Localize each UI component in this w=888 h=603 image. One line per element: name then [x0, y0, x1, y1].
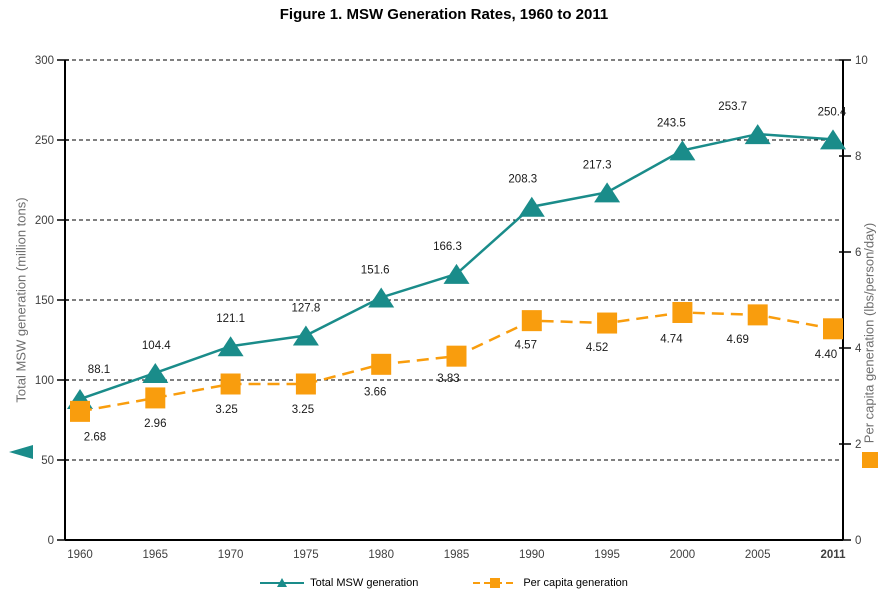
left-axis-tick-label: 150 — [35, 295, 54, 307]
right-axis-tick-label: 8 — [855, 151, 861, 163]
x-axis-tick-label: 1985 — [444, 549, 470, 561]
right-axis-tick-label: 6 — [855, 247, 861, 259]
data-point-marker — [220, 373, 241, 395]
data-point-marker — [371, 353, 392, 375]
total-msw-line-icon — [260, 578, 305, 587]
data-point-label: 217.3 — [583, 159, 612, 171]
data-point-marker — [597, 312, 618, 334]
data-point-marker — [744, 124, 771, 145]
x-axis-tick-label: 1995 — [594, 549, 620, 561]
data-point-label: 151.6 — [361, 264, 390, 276]
left-axis-tick-label: 200 — [35, 215, 54, 227]
data-point-label: 243.5 — [657, 117, 686, 129]
left-axis-tick-label: 250 — [35, 135, 54, 147]
data-point-marker — [521, 310, 542, 332]
right-axis-tick-label: 10 — [855, 55, 868, 67]
data-point-marker — [443, 263, 470, 284]
data-point-label: 2.68 — [84, 431, 106, 443]
right-axis-tick-label: 0 — [855, 535, 861, 547]
left-axis-tick-label: 0 — [48, 535, 54, 547]
data-point-label: 121.1 — [216, 313, 245, 325]
chart-legend: Total MSW generation Per capita generati… — [0, 577, 888, 589]
data-point-label: 208.3 — [508, 174, 537, 186]
data-point-marker — [594, 182, 621, 203]
left-axis-tick-label: 50 — [41, 455, 54, 467]
x-axis-tick-label: 2005 — [745, 549, 771, 561]
left-axis-tick-label: 100 — [35, 375, 54, 387]
right-axis-tick-label: 2 — [855, 439, 861, 451]
data-point-marker — [70, 400, 90, 422]
data-point-marker — [217, 336, 244, 357]
data-point-label: 3.66 — [364, 386, 386, 398]
data-point-label: 4.40 — [815, 349, 837, 361]
x-axis-tick-label: 1960 — [67, 549, 93, 561]
data-point-marker — [669, 140, 696, 161]
legend-label-per-capita: Per capita generation — [523, 577, 628, 589]
data-point-label: 253.7 — [718, 101, 747, 113]
legend-label-total-msw: Total MSW generation — [310, 577, 419, 589]
x-axis-tick-label: 1975 — [293, 549, 319, 561]
data-point-marker — [145, 387, 166, 409]
data-point-marker — [672, 301, 693, 323]
data-point-label: 2.96 — [144, 418, 166, 430]
right-axis-tick-label: 4 — [855, 343, 862, 355]
left-axis-title: Total MSW generation (million tons) — [13, 197, 29, 403]
data-point-label: 4.57 — [515, 340, 537, 352]
data-point-label: 127.8 — [292, 303, 321, 315]
x-axis-tick-label: 1965 — [143, 549, 169, 561]
data-point-label: 250.4 — [818, 106, 847, 118]
data-point-label: 4.69 — [727, 334, 749, 346]
x-axis-tick-label: 2000 — [670, 549, 696, 561]
per-capita-line-icon — [473, 578, 518, 588]
x-axis-tick-label: 2011 — [821, 549, 847, 561]
data-point-label: 166.3 — [433, 241, 462, 253]
right-axis-series-indicator-icon — [862, 452, 878, 468]
data-point-marker — [823, 318, 843, 340]
data-point-label: 88.1 — [88, 364, 110, 376]
data-point-marker — [446, 345, 467, 367]
data-point-marker — [368, 287, 395, 308]
data-point-label: 4.74 — [660, 333, 683, 345]
data-point-label: 4.52 — [586, 342, 608, 354]
legend-item-total-msw: Total MSW generation — [260, 577, 418, 589]
data-point-label: 3.25 — [215, 404, 237, 416]
left-axis-series-indicator-icon — [9, 445, 33, 459]
data-point-marker — [295, 373, 316, 395]
data-point-label: 3.25 — [292, 404, 314, 416]
right-axis-title: Per capita generation (lbs/person/day) — [861, 222, 877, 444]
data-point-marker — [518, 196, 545, 217]
data-point-marker — [292, 325, 319, 346]
legend-item-per-capita: Per capita generation — [473, 577, 628, 589]
x-axis-tick-label: 1980 — [368, 549, 394, 561]
data-point-marker — [747, 304, 768, 326]
data-point-marker — [142, 362, 169, 383]
x-axis-tick-label: 1990 — [519, 549, 545, 561]
data-point-label: 104.4 — [142, 340, 171, 352]
x-axis-tick-label: 1970 — [218, 549, 244, 561]
data-point-label: 3.83 — [437, 373, 459, 385]
data-point-marker — [820, 129, 846, 150]
left-axis-tick-label: 300 — [35, 55, 54, 67]
chart-title: Figure 1. MSW Generation Rates, 1960 to … — [279, 6, 609, 23]
